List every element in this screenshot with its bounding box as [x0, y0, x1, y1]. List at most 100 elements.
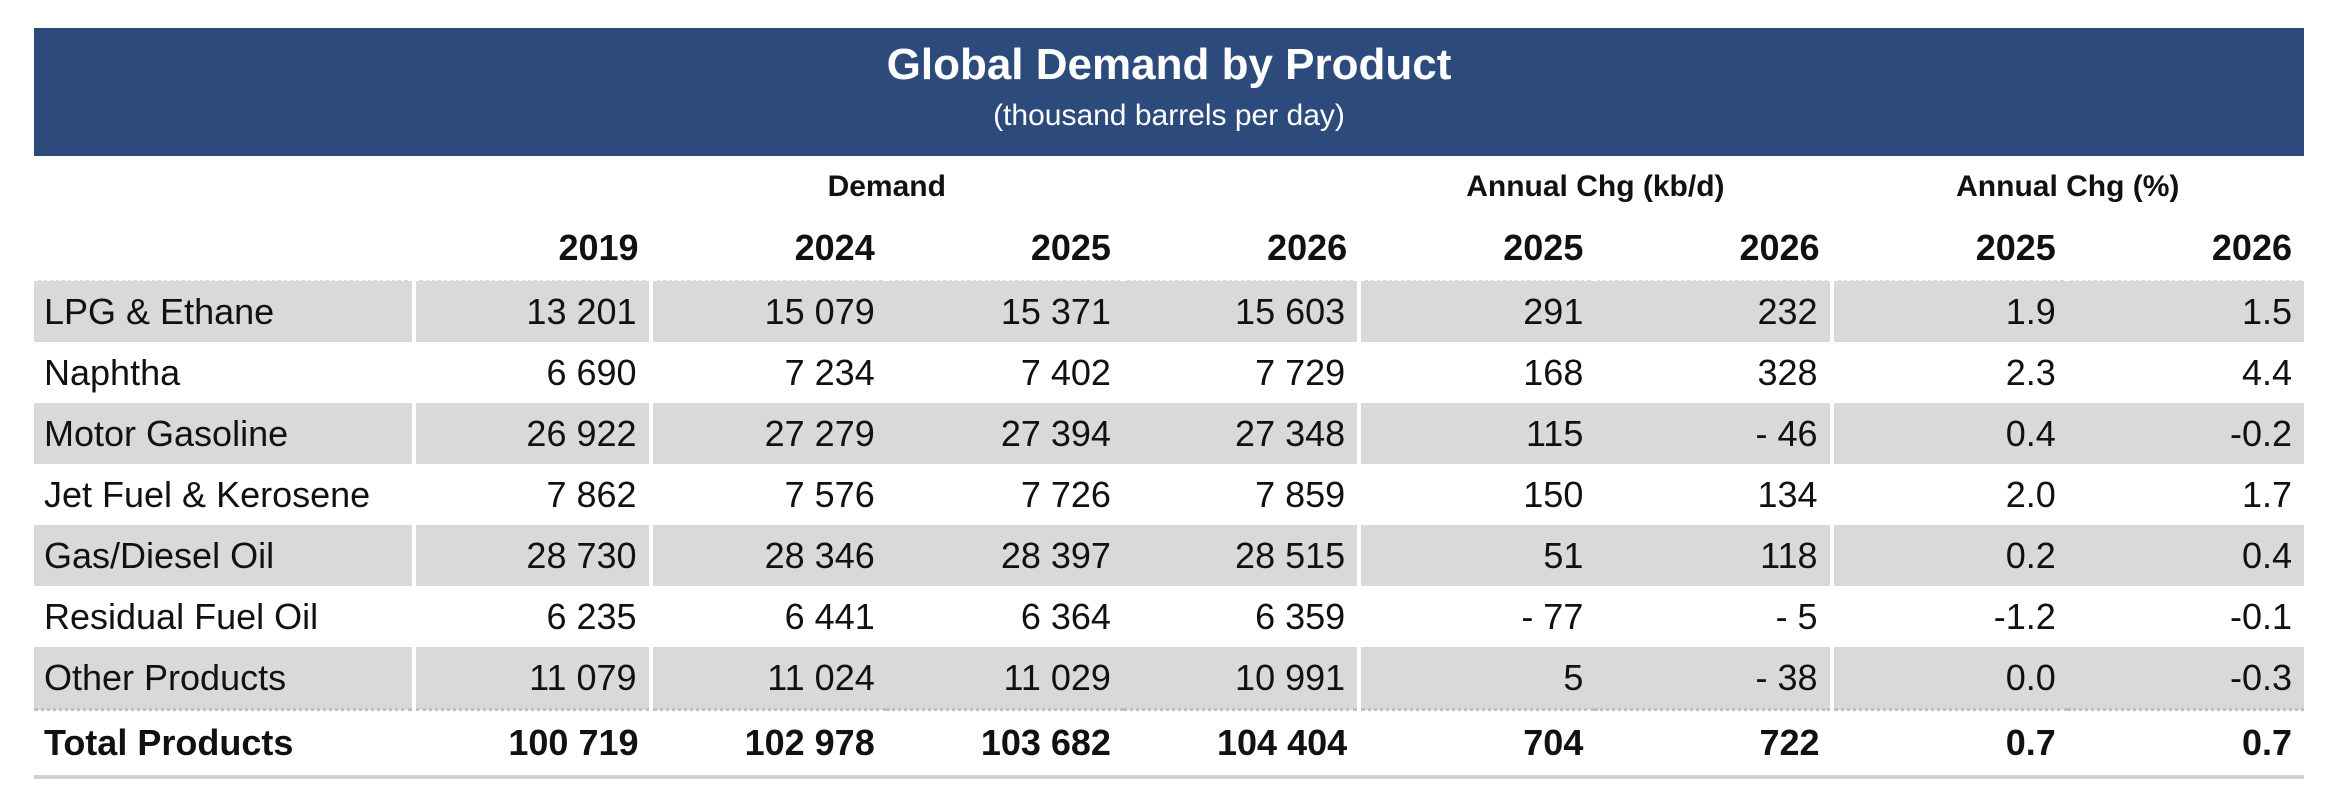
table-cell: 2.3	[2005, 351, 2056, 393]
table-cell: 7 234	[784, 351, 875, 393]
total-cell: 0.7	[2067, 708, 2304, 779]
table-cell: 28 346	[650, 525, 887, 586]
table-cell: 0.4	[2067, 525, 2304, 586]
table-cell: 5	[1359, 647, 1596, 710]
table-cell: 4.4	[2241, 351, 2292, 393]
table-cell: - 46	[1595, 403, 1834, 464]
demand-table-panel: Global Demand by Product (thousand barre…	[34, 28, 2304, 779]
table-cell: 1.7	[2241, 473, 2292, 515]
table-title: Global Demand by Product	[886, 40, 1452, 89]
table-cell: 118	[1595, 525, 1834, 586]
table-cell: 26 922	[414, 403, 653, 464]
year-header: 2025	[1030, 227, 1111, 268]
total-cell: 704	[1359, 708, 1596, 779]
total-label: Total Products	[34, 708, 415, 779]
table-cell: 11 079	[414, 647, 653, 710]
row-label: Residual Fuel Oil	[34, 586, 417, 647]
table-cell: 7 862	[414, 464, 653, 525]
table-cell: 6 235	[414, 586, 653, 647]
group-header-annual-chg-pct: Annual Chg (%)	[1956, 170, 2180, 203]
table-cell: 27 348	[1122, 403, 1362, 464]
table-cell: - 38	[1595, 647, 1834, 710]
total-cell: 103 682	[886, 708, 1123, 779]
table-cell: 7 726	[1020, 473, 1111, 515]
table-cell: 15 603	[1122, 278, 1362, 342]
group-header-annual-chg-kbd: Annual Chg (kb/d)	[1466, 170, 1725, 203]
table-cell: 11 024	[650, 647, 887, 710]
table-cell: 7 859	[1122, 464, 1362, 525]
table-cell: 232	[1595, 278, 1834, 342]
row-label: Jet Fuel & Kerosene	[34, 464, 417, 525]
row-label: Naphtha	[34, 342, 417, 403]
year-header: 2025	[1975, 227, 2056, 268]
table-cell: 28 515	[1122, 525, 1362, 586]
table-cell: 15 079	[650, 278, 887, 342]
table-cell: -0.2	[2067, 403, 2304, 464]
table-cell: 328	[1595, 342, 1834, 403]
row-label: Other Products	[34, 647, 417, 710]
year-header-empty	[34, 218, 414, 280]
year-header: 2026	[1267, 227, 1348, 268]
year-header: 2026	[1739, 227, 1820, 268]
table-cell: 0.2	[1831, 525, 2068, 586]
table-cell: 7 576	[784, 473, 875, 515]
table-cell: 0.4	[1831, 403, 2068, 464]
table-cell: 1.5	[2067, 278, 2304, 342]
group-header-demand: Demand	[827, 170, 946, 203]
row-label: Motor Gasoline	[34, 403, 417, 464]
total-cell: 722	[1595, 708, 1832, 779]
table-cell: 0.0	[1831, 647, 2068, 710]
table-cell: 27 394	[886, 403, 1123, 464]
table-cell: 6 359	[1122, 586, 1362, 647]
table-cell: 7 402	[1020, 351, 1111, 393]
table-cell: 13 201	[414, 278, 653, 342]
demand-table: Demand Annual Chg (kb/d) Annual Chg (%) …	[34, 156, 2304, 779]
table-row: Other Products 11 079 11 024 11 029 10 991 5-…	[34, 647, 2304, 710]
table-row: Motor Gasoline 26 922 27 279 27 394 27 348 11…	[34, 403, 2304, 464]
table-cell: 6 364	[1020, 595, 1111, 637]
table-cell: 7 729	[1122, 342, 1362, 403]
total-cell: 100 719	[414, 708, 651, 779]
table-banner: Global Demand by Product (thousand barre…	[34, 28, 2304, 156]
row-label: LPG & Ethane	[34, 278, 417, 342]
table-cell: 6 690	[414, 342, 653, 403]
table-cell: 1.9	[1831, 278, 2068, 342]
table-cell: 134	[1595, 464, 1834, 525]
table-cell: 51	[1359, 525, 1596, 586]
table-cell: - 5	[1595, 586, 1834, 647]
group-header-empty	[34, 156, 414, 218]
table-body: LPG & Ethane 13 201 15 079 15 371 15 603 291 2…	[34, 278, 2304, 710]
row-label: Gas/Diesel Oil	[34, 525, 417, 586]
total-cell: 104 404	[1122, 708, 1360, 779]
table-row: Gas/Diesel Oil 28 730 28 346 28 397 28 515 51…	[34, 525, 2304, 586]
table-cell: 150	[1523, 473, 1584, 515]
group-header-empty	[1123, 156, 1359, 218]
table-cell: 291	[1359, 278, 1596, 342]
table-cell: 11 029	[886, 647, 1123, 710]
table-cell: 28 730	[414, 525, 653, 586]
year-header-row: 2019 2024 2025 2026 2025 2026 2025 2026	[34, 218, 2304, 280]
table-cell: 6 441	[784, 595, 875, 637]
table-cell: 27 279	[650, 403, 887, 464]
table-cell: -0.3	[2067, 647, 2304, 710]
table-cell: - 77	[1521, 595, 1584, 637]
year-header: 2019	[558, 227, 639, 268]
total-row: Total Products 100 719 102 978 103 682 1…	[34, 708, 2304, 779]
table-cell: 2.0	[2005, 473, 2056, 515]
table-cell: 115	[1359, 403, 1596, 464]
group-header-empty	[414, 156, 650, 218]
table-row: LPG & Ethane 13 201 15 079 15 371 15 603 291 2…	[34, 278, 2304, 342]
year-header: 2025	[1503, 227, 1584, 268]
table-cell: 28 397	[886, 525, 1123, 586]
table-cell: 168	[1523, 351, 1584, 393]
total-cell: 102 978	[650, 708, 887, 779]
table-subtitle: (thousand barrels per day)	[993, 99, 1345, 132]
table-row: Naphtha 6 690 7 234 7 402 7 729 168 328 2.3 4.4	[34, 342, 2304, 403]
table-row: Jet Fuel & Kerosene 7 862 7 576 7 726 7 859 1…	[34, 464, 2304, 525]
year-header: 2026	[2211, 227, 2292, 268]
table-cell: -0.1	[2229, 595, 2292, 637]
table-cell: -1.2	[1993, 595, 2056, 637]
total-cell: 0.7	[1831, 708, 2068, 779]
table-row: Residual Fuel Oil 6 235 6 441 6 364 6 359 - 7…	[34, 586, 2304, 647]
table-cell: 10 991	[1122, 647, 1362, 710]
